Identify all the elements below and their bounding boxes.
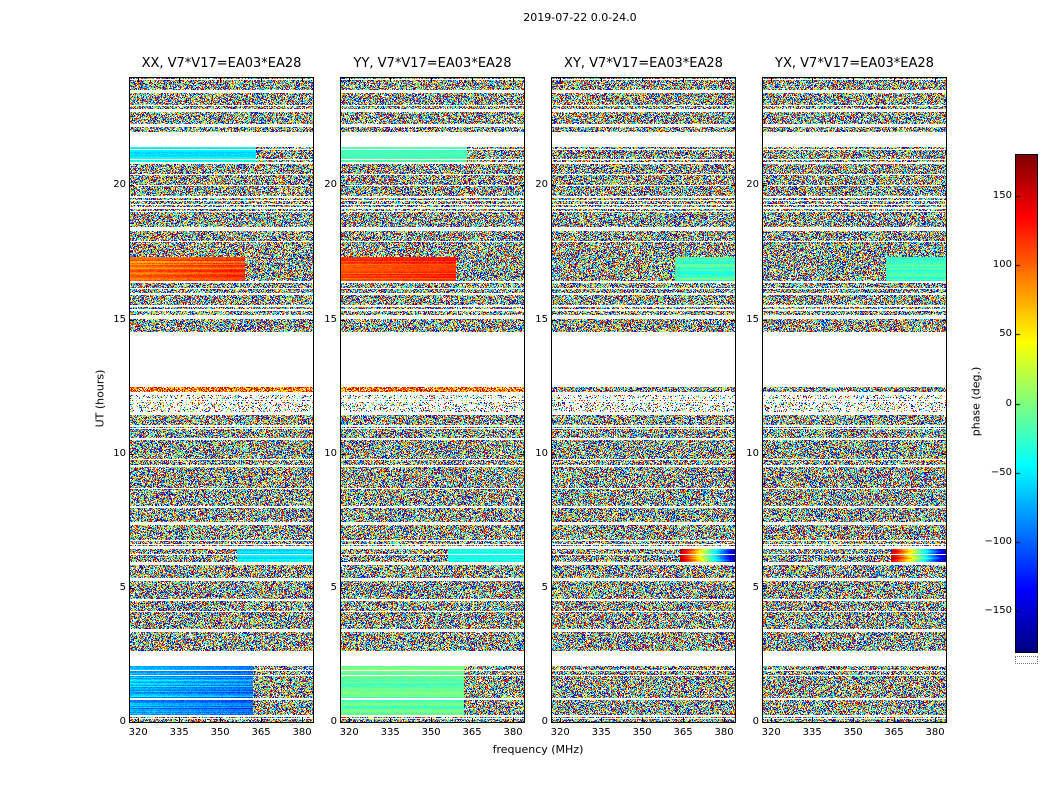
x-tick-label: 365	[673, 727, 693, 738]
x-tick-label: 365	[251, 727, 271, 738]
x-tick-label: 380	[292, 727, 312, 738]
y-tick-label: 20	[113, 179, 126, 191]
x-tick-label: 380	[925, 727, 945, 738]
y-tick-label: 20	[746, 179, 759, 191]
y-tick-label: 10	[113, 447, 126, 459]
x-tick-label: 335	[591, 727, 611, 738]
y-tick-label: 15	[113, 313, 126, 325]
colorbar-tick-label: 150	[992, 190, 1012, 202]
x-tick-label: 320	[761, 727, 781, 738]
panel-XY	[551, 77, 736, 723]
y-tick-label: 10	[535, 447, 548, 459]
x-tick-label: 335	[802, 727, 822, 738]
y-tick-label: 0	[752, 716, 759, 727]
panel-YY	[340, 77, 525, 723]
y-tick-label: 15	[535, 313, 548, 325]
y-tick-label: 10	[746, 447, 759, 459]
colorbar-tick-label: −150	[984, 604, 1012, 616]
x-axis-label: frequency (MHz)	[492, 743, 584, 756]
x-tick-label: 350	[843, 727, 863, 738]
x-tick-label: 365	[462, 727, 482, 738]
x-tick-label: 350	[210, 727, 230, 738]
x-tick-label: 350	[632, 727, 652, 738]
panel-title-YY: YY, V7*V17=EA03*EA28	[353, 56, 512, 71]
y-tick-label: 20	[324, 179, 337, 191]
y-tick-label: 0	[119, 716, 126, 727]
y-tick-label: 20	[535, 179, 548, 191]
colorbar-tick-label: 50	[999, 328, 1012, 340]
y-tick-label: 0	[541, 716, 548, 727]
panel-title-XX: XX, V7*V17=EA03*EA28	[141, 56, 302, 71]
panel-title-YX: YX, V7*V17=EA03*EA28	[775, 56, 934, 71]
panel-title-XY: XY, V7*V17=EA03*EA28	[564, 56, 723, 71]
y-tick-label: 10	[324, 447, 337, 459]
colorbar-tick-label: 100	[992, 259, 1012, 271]
colorbar-tick-label: −100	[984, 535, 1012, 547]
colorbar	[1015, 154, 1038, 653]
y-tick-label: 5	[119, 581, 126, 593]
colorbar-gradient-canvas	[1016, 155, 1037, 652]
panel-XX	[129, 77, 314, 723]
x-tick-label: 320	[550, 727, 570, 738]
x-tick-label: 320	[128, 727, 148, 738]
y-axis-label: UT (hours)	[93, 369, 107, 428]
y-tick-label: 5	[541, 581, 548, 593]
y-tick-label: 5	[330, 581, 337, 593]
x-tick-label: 320	[339, 727, 359, 738]
heatmap-XX	[130, 78, 313, 722]
y-tick-label: 15	[324, 313, 337, 325]
y-tick-label: 5	[752, 581, 759, 593]
heatmap-YX	[763, 78, 946, 722]
y-tick-label: 15	[746, 313, 759, 325]
x-tick-label: 380	[503, 727, 523, 738]
x-tick-label: 335	[380, 727, 400, 738]
x-tick-label: 380	[714, 727, 734, 738]
panel-YX	[762, 77, 947, 723]
x-tick-label: 350	[421, 727, 441, 738]
colorbar-axis-label: phase (deg.)	[969, 366, 983, 437]
x-tick-label: 365	[884, 727, 904, 738]
figure-title: 2019-07-22 0.0-24.0	[523, 11, 637, 24]
colorbar-extension-box	[1015, 656, 1038, 664]
colorbar-tick-label: 0	[1005, 397, 1012, 409]
y-tick-label: 0	[330, 716, 337, 727]
heatmap-XY	[552, 78, 735, 722]
colorbar-tick-label: −50	[990, 466, 1012, 478]
x-tick-label: 335	[169, 727, 189, 738]
heatmap-YY	[341, 78, 524, 722]
